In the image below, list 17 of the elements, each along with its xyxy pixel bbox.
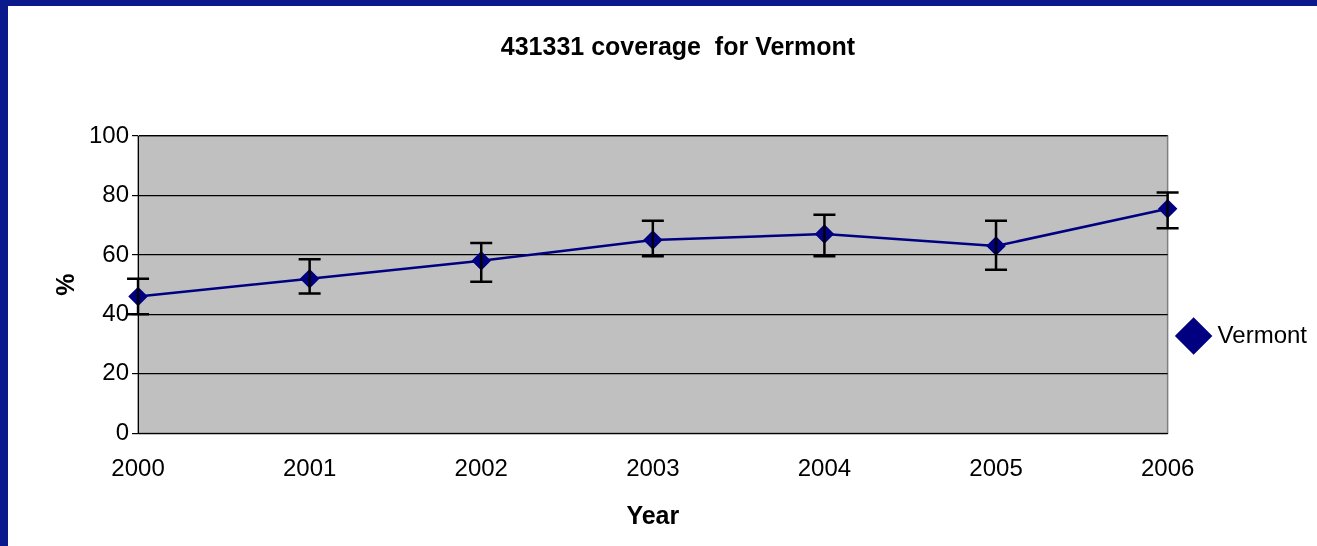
x-tick-label: 2004 bbox=[797, 454, 852, 482]
y-tick-label: 80 bbox=[102, 180, 130, 208]
y-tick-label: 0 bbox=[115, 417, 130, 445]
x-tick-label: 2003 bbox=[626, 454, 680, 482]
x-tick-label: 2000 bbox=[111, 454, 165, 482]
y-tick-label: 20 bbox=[102, 358, 130, 386]
x-tick-label: 2005 bbox=[969, 454, 1023, 482]
chart-title: 431331 coverage for Vermont bbox=[499, 32, 857, 61]
x-tick-label: 2002 bbox=[454, 454, 508, 482]
legend-label: Vermont bbox=[1217, 320, 1308, 348]
y-tick-label: 60 bbox=[102, 239, 130, 267]
x-tick-label: 2001 bbox=[282, 454, 337, 482]
y-axis-title: % bbox=[50, 273, 79, 296]
x-axis-title: Year bbox=[626, 500, 680, 529]
y-tick-label: 100 bbox=[89, 120, 130, 148]
x-tick-label: 2006 bbox=[1140, 454, 1195, 482]
y-tick-label: 40 bbox=[102, 298, 130, 326]
